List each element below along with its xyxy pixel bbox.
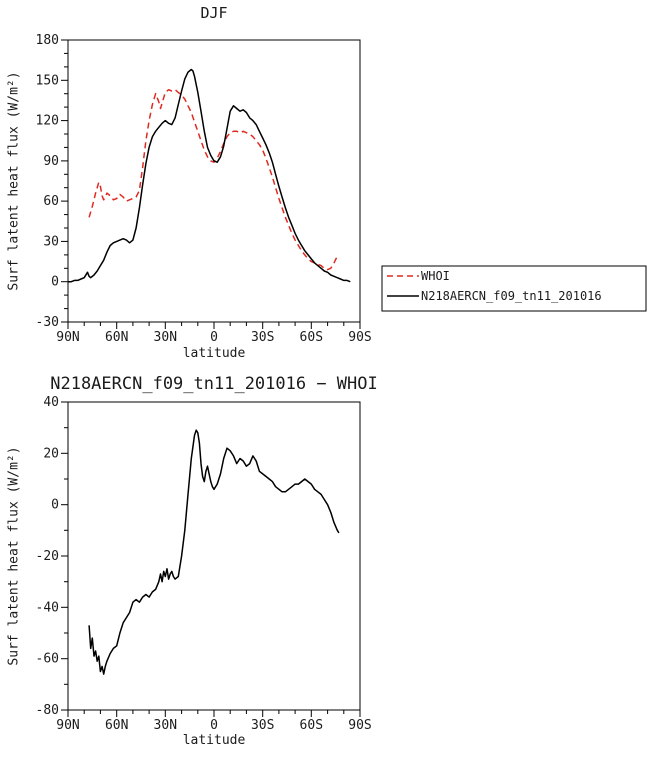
y-tick-label: 0 [51, 275, 59, 290]
legend-box [381, 265, 647, 312]
x-tick-label: 60N [105, 718, 128, 733]
series-line [88, 88, 338, 271]
plot-frame [67, 39, 361, 323]
series-line [88, 429, 340, 675]
y-tick-label: -20 [36, 549, 59, 564]
x-tick-label: 90N [56, 718, 79, 733]
top-chart: 90N 60N 30N 0 30S 60S 90S -30 0 30 60 90 120 150 180 WH… [36, 33, 647, 345]
legend-label: N218AERCN_f09_tn11_201016 [421, 289, 602, 303]
top-chart-xlabel: latitude [182, 346, 246, 361]
y-tick-label: 120 [36, 114, 59, 129]
y-tick-label: 90 [43, 154, 59, 169]
x-tick-label: 60S [300, 330, 323, 345]
x-tick-label: 30S [251, 330, 274, 345]
series-line [68, 68, 351, 283]
bottom-chart-title: N218AERCN_f09_tn11_201016 − WHOI [50, 374, 378, 394]
y-tick-label: 0 [51, 498, 59, 513]
top-chart-title: DJF [200, 4, 228, 22]
legend-label: WHOI [421, 269, 450, 283]
x-tick-label: 90S [348, 718, 371, 733]
bottom-chart-xlabel: latitude [182, 733, 246, 748]
x-tick-label: 0 [210, 330, 218, 345]
y-tick-label: 30 [43, 234, 59, 249]
y-tick-label: 150 [36, 73, 59, 88]
x-tick-label: 60N [105, 330, 128, 345]
top-chart-ylabel: Surf latent heat flux (W/m²) [6, 71, 22, 291]
y-tick-label: -60 [36, 652, 59, 667]
y-tick-label: 60 [43, 194, 59, 209]
y-tick-label: 40 [43, 395, 59, 410]
x-tick-label: 60S [300, 718, 323, 733]
x-tick-label: 30N [154, 718, 177, 733]
x-tick-label: 90N [56, 330, 79, 345]
x-tick-label: 30S [251, 718, 274, 733]
y-tick-label: -40 [36, 600, 59, 615]
bottom-chart: 90N 60N 30N 0 30S 60S 90S -80 -60 -40 -20 0 20 40 [36, 395, 372, 733]
x-tick-label: 30N [154, 330, 177, 345]
y-tick-label: 20 [43, 446, 59, 461]
bottom-chart-ylabel: Surf latent heat flux (W/m²) [6, 446, 22, 666]
plot-frame [67, 401, 361, 711]
y-tick-label: 180 [36, 33, 59, 48]
y-tick-label: -30 [36, 315, 59, 330]
y-tick-label: -80 [36, 703, 59, 718]
x-tick-label: 0 [210, 718, 218, 733]
x-tick-label: 90S [348, 330, 371, 345]
